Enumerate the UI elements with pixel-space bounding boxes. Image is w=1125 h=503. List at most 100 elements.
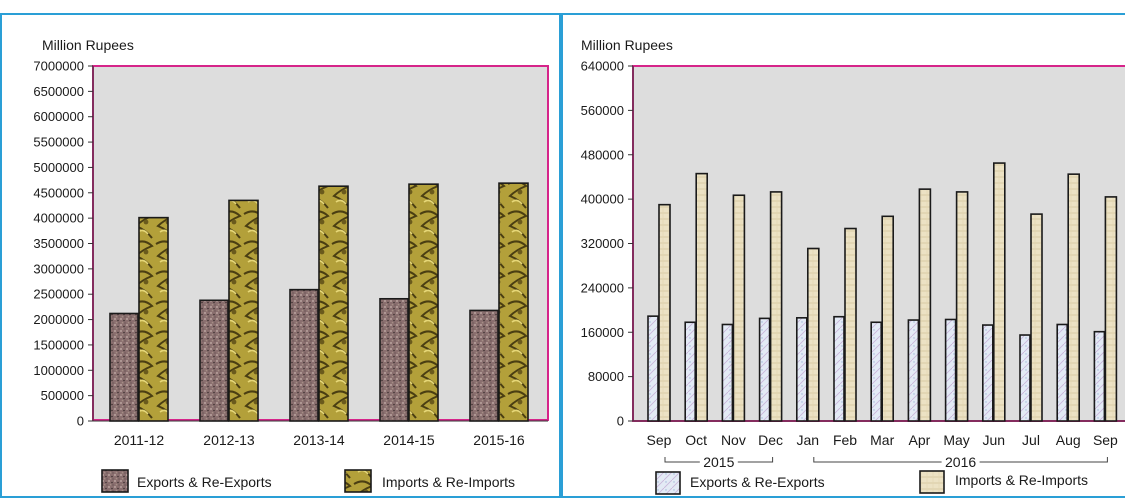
annual-y-tick-label: 4000000 bbox=[33, 211, 84, 226]
year-group-bracket bbox=[813, 457, 1108, 463]
monthly-bars bbox=[647, 162, 1118, 422]
annual-exports-bar bbox=[199, 299, 229, 422]
monthly-imports-bar bbox=[806, 247, 820, 422]
monthly-imports-bar bbox=[769, 191, 783, 422]
monthly-x-tick-label: May bbox=[943, 432, 969, 448]
annual-y-tick-label: 4500000 bbox=[33, 185, 84, 200]
annual-legend-imports: Imports & Re-Imports bbox=[382, 474, 515, 490]
monthly-imports-bar bbox=[732, 194, 746, 422]
monthly-legend: Exports & Re-Exports Imports & Re-Import… bbox=[655, 470, 1088, 495]
annual-y-tick-label: 0 bbox=[77, 414, 84, 429]
monthly-imports-bar bbox=[844, 227, 857, 422]
annual-y-unit-label: Million Rupees bbox=[42, 37, 134, 53]
year-group-bracket bbox=[664, 457, 774, 463]
annual-y-tick-label: 2000000 bbox=[33, 312, 84, 327]
monthly-exports-bar bbox=[647, 315, 659, 422]
monthly-y-tick-label: 480000 bbox=[581, 147, 624, 162]
monthly-legend-swatch-exports bbox=[655, 471, 681, 495]
monthly-y-tick-label: 640000 bbox=[581, 59, 624, 74]
annual-y-tick-label: 500000 bbox=[41, 388, 84, 403]
monthly-legend-exports: Exports & Re-Exports bbox=[690, 474, 825, 490]
annual-x-tick-label: 2015-16 bbox=[473, 432, 525, 448]
monthly-imports-bar bbox=[881, 215, 895, 422]
monthly-imports-bar bbox=[695, 172, 709, 422]
annual-y-tick-label: 3500000 bbox=[33, 236, 84, 251]
monthly-exports-bar bbox=[1019, 334, 1031, 422]
annual-y-tick-label: 2500000 bbox=[33, 287, 84, 302]
annual-bars bbox=[109, 182, 529, 422]
monthly-x-tick-label: Aug bbox=[1056, 432, 1081, 448]
annual-exports-bar bbox=[109, 312, 139, 422]
monthly-x-tick-label: Jan bbox=[797, 432, 820, 448]
annual-y-tick-label: 7000000 bbox=[33, 59, 84, 74]
monthly-x-tick-label: Jun bbox=[983, 432, 1006, 448]
monthly-imports-bar bbox=[918, 188, 932, 422]
monthly-y-tick-label: 0 bbox=[617, 414, 624, 429]
annual-legend-swatch-exports bbox=[101, 469, 129, 493]
monthly-legend-imports: Imports & Re-Imports bbox=[955, 472, 1088, 488]
monthly-legend-swatch-imports bbox=[919, 470, 945, 494]
monthly-exports-bar bbox=[684, 321, 697, 422]
monthly-x-tick-label: Feb bbox=[833, 432, 857, 448]
annual-legend-swatch-imports bbox=[344, 469, 372, 493]
annual-exports-bar bbox=[289, 288, 319, 422]
year-group-label: 2016 bbox=[945, 454, 976, 470]
annual-imports-bar bbox=[498, 182, 529, 422]
annual-y-tick-label: 6000000 bbox=[33, 109, 84, 124]
annual-y-tick-label: 1500000 bbox=[33, 337, 84, 352]
monthly-exports-bar bbox=[981, 324, 994, 422]
annual-legend: Exports & Re-Exports Imports & Re-Import… bbox=[101, 469, 515, 493]
monthly-y-tick-label: 320000 bbox=[581, 236, 624, 251]
monthly-imports-bar bbox=[1104, 196, 1118, 422]
annual-x-tick-label: 2014-15 bbox=[383, 432, 435, 448]
annual-chart-panel: Million Rupees 0 500000 1000000 1500000 2000… bbox=[0, 13, 561, 498]
annual-y-tick-label: 5500000 bbox=[33, 135, 84, 150]
monthly-imports-bar bbox=[992, 162, 1006, 422]
annual-imports-bar bbox=[408, 183, 439, 422]
monthly-x-tick-label: Mar bbox=[870, 432, 894, 448]
monthly-y-tick-label: 400000 bbox=[581, 192, 624, 207]
monthly-y-tick-label: 80000 bbox=[588, 369, 624, 384]
monthly-x-tick-label: Sep bbox=[647, 432, 672, 448]
monthly-y-tick-label: 160000 bbox=[581, 325, 624, 340]
monthly-y-tick-label: 240000 bbox=[581, 280, 624, 295]
monthly-exports-bar bbox=[1056, 323, 1068, 422]
year-group-label: 2015 bbox=[703, 454, 734, 470]
monthly-imports-bar bbox=[1067, 173, 1080, 422]
monthly-exports-bar bbox=[870, 321, 883, 422]
monthly-chart-panel: Million Rupees 0 80000 160000 240000 320000 4… bbox=[561, 13, 1125, 498]
monthly-year-groups: 2015 2016 bbox=[664, 454, 1108, 470]
annual-y-ticks: 0 500000 1000000 1500000 2000000 2500000 30000… bbox=[33, 59, 93, 429]
monthly-x-tick-label: Sep bbox=[1093, 432, 1118, 448]
annual-exports-bar bbox=[469, 309, 499, 422]
monthly-x-tick-label: Apr bbox=[909, 432, 931, 448]
monthly-exports-bar bbox=[833, 315, 845, 422]
monthly-imports-bar bbox=[658, 203, 671, 422]
monthly-x-tick-labels: Sep Oct Nov Dec Jan Feb Mar Apr May Jun Jul Aug Sep bbox=[647, 432, 1119, 448]
monthly-imports-bar bbox=[955, 191, 969, 422]
monthly-y-ticks: 0 80000 160000 240000 320000 400000 480000 5600… bbox=[581, 59, 633, 429]
monthly-exports-bar bbox=[795, 317, 808, 422]
monthly-x-tick-label: Jul bbox=[1022, 432, 1040, 448]
annual-legend-exports: Exports & Re-Exports bbox=[137, 474, 272, 490]
monthly-imports-bar bbox=[1030, 213, 1043, 422]
monthly-y-unit-label: Million Rupees bbox=[581, 37, 673, 53]
annual-imports-bar bbox=[138, 216, 169, 422]
monthly-x-tick-label: Dec bbox=[758, 432, 783, 448]
annual-exports-bar bbox=[379, 297, 409, 422]
annual-y-tick-label: 3000000 bbox=[33, 261, 84, 276]
monthly-exports-bar bbox=[721, 323, 734, 422]
annual-imports-bar bbox=[318, 185, 349, 422]
monthly-exports-bar bbox=[907, 319, 920, 422]
annual-y-tick-label: 6500000 bbox=[33, 84, 84, 99]
annual-x-tick-label: 2012-13 bbox=[203, 432, 255, 448]
monthly-exports-bar bbox=[1093, 330, 1106, 422]
annual-y-tick-label: 5000000 bbox=[33, 160, 84, 175]
annual-x-tick-label: 2013-14 bbox=[293, 432, 345, 448]
annual-y-tick-label: 1000000 bbox=[33, 363, 84, 378]
monthly-x-tick-label: Nov bbox=[721, 432, 746, 448]
monthly-x-tick-label: Oct bbox=[685, 432, 707, 448]
annual-x-tick-label: 2011-12 bbox=[114, 432, 165, 448]
